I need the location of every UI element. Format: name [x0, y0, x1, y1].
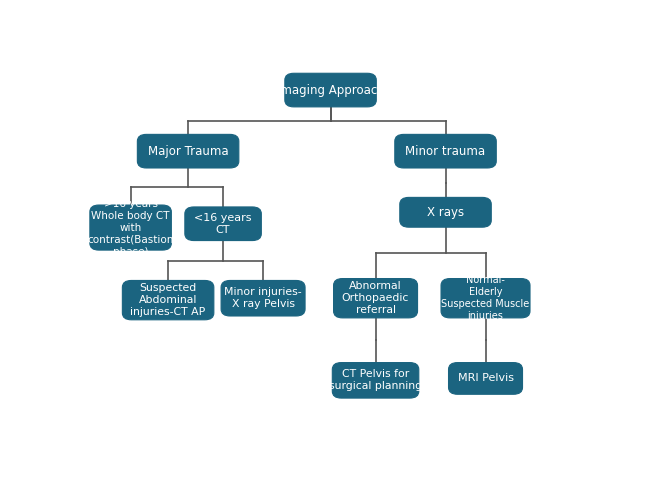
FancyBboxPatch shape [400, 197, 491, 227]
FancyBboxPatch shape [285, 73, 376, 107]
Text: Minor trauma: Minor trauma [406, 145, 486, 158]
Text: >16 years
Whole body CT
with
contrast(Bastion
phase): >16 years Whole body CT with contrast(Ba… [88, 198, 174, 256]
Text: Minor injuries-
X ray Pelvis: Minor injuries- X ray Pelvis [224, 287, 302, 309]
FancyBboxPatch shape [90, 205, 172, 250]
FancyBboxPatch shape [185, 207, 261, 241]
Text: Major Trauma: Major Trauma [148, 145, 228, 158]
FancyBboxPatch shape [332, 363, 419, 398]
FancyBboxPatch shape [123, 280, 214, 320]
Text: X rays: X rays [427, 206, 464, 219]
FancyBboxPatch shape [137, 134, 239, 168]
FancyBboxPatch shape [441, 279, 530, 318]
Text: Abnormal
Orthopaedic
referral: Abnormal Orthopaedic referral [342, 281, 409, 315]
Text: Suspected
Abdominal
injuries-CT AP: Suspected Abdominal injuries-CT AP [130, 283, 206, 317]
FancyBboxPatch shape [448, 363, 522, 394]
Text: <16 years
CT: <16 years CT [194, 213, 252, 235]
Text: MRI Pelvis: MRI Pelvis [457, 373, 513, 383]
Text: Imaging Approach: Imaging Approach [277, 83, 384, 97]
FancyBboxPatch shape [395, 134, 496, 168]
Text: CT Pelvis for
surgical planning: CT Pelvis for surgical planning [329, 370, 422, 391]
Text: Normal-
Elderly
Suspected Muscle
injuries: Normal- Elderly Suspected Muscle injurie… [441, 275, 530, 321]
FancyBboxPatch shape [333, 279, 417, 318]
FancyBboxPatch shape [221, 280, 305, 316]
